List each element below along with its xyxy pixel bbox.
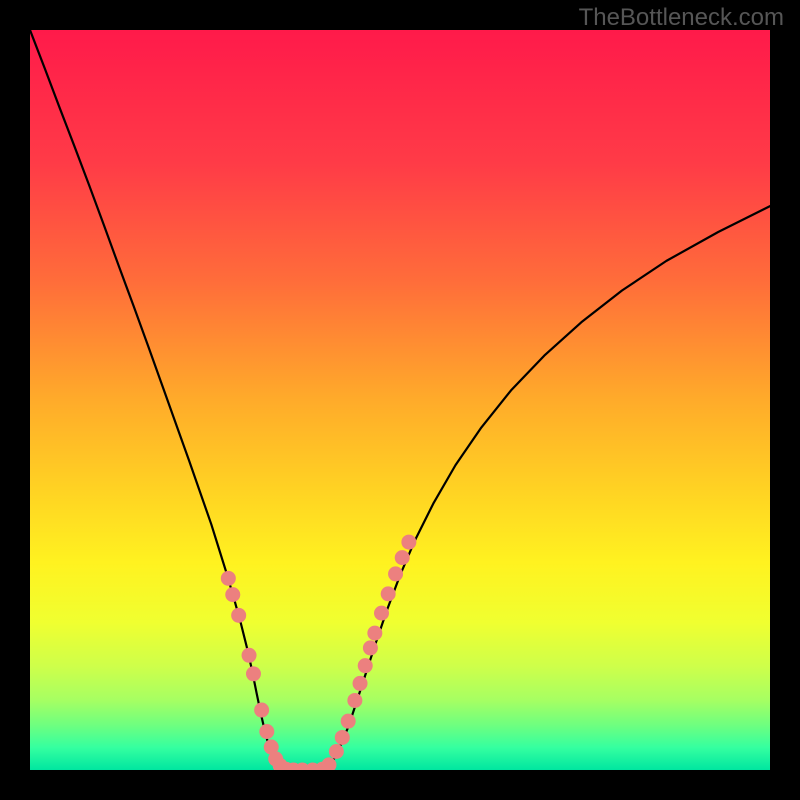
watermark-text: TheBottleneck.com — [579, 4, 784, 32]
data-marker — [395, 550, 410, 565]
data-marker — [259, 724, 274, 739]
bottleneck-chart — [30, 30, 770, 770]
data-marker — [374, 606, 389, 621]
data-marker — [221, 571, 236, 586]
data-marker — [341, 714, 356, 729]
data-marker — [363, 640, 378, 655]
data-marker — [367, 626, 382, 641]
data-marker — [329, 744, 344, 759]
data-marker — [231, 608, 246, 623]
data-marker — [381, 586, 396, 601]
data-marker — [246, 666, 261, 681]
gradient-background — [30, 30, 770, 770]
data-marker — [242, 648, 257, 663]
data-marker — [353, 676, 368, 691]
chart-stage: TheBottleneck.com — [0, 0, 800, 800]
data-marker — [225, 587, 240, 602]
data-marker — [254, 703, 269, 718]
data-marker — [347, 693, 362, 708]
data-marker — [388, 566, 403, 581]
data-marker — [335, 730, 350, 745]
data-marker — [401, 535, 416, 550]
data-marker — [358, 658, 373, 673]
